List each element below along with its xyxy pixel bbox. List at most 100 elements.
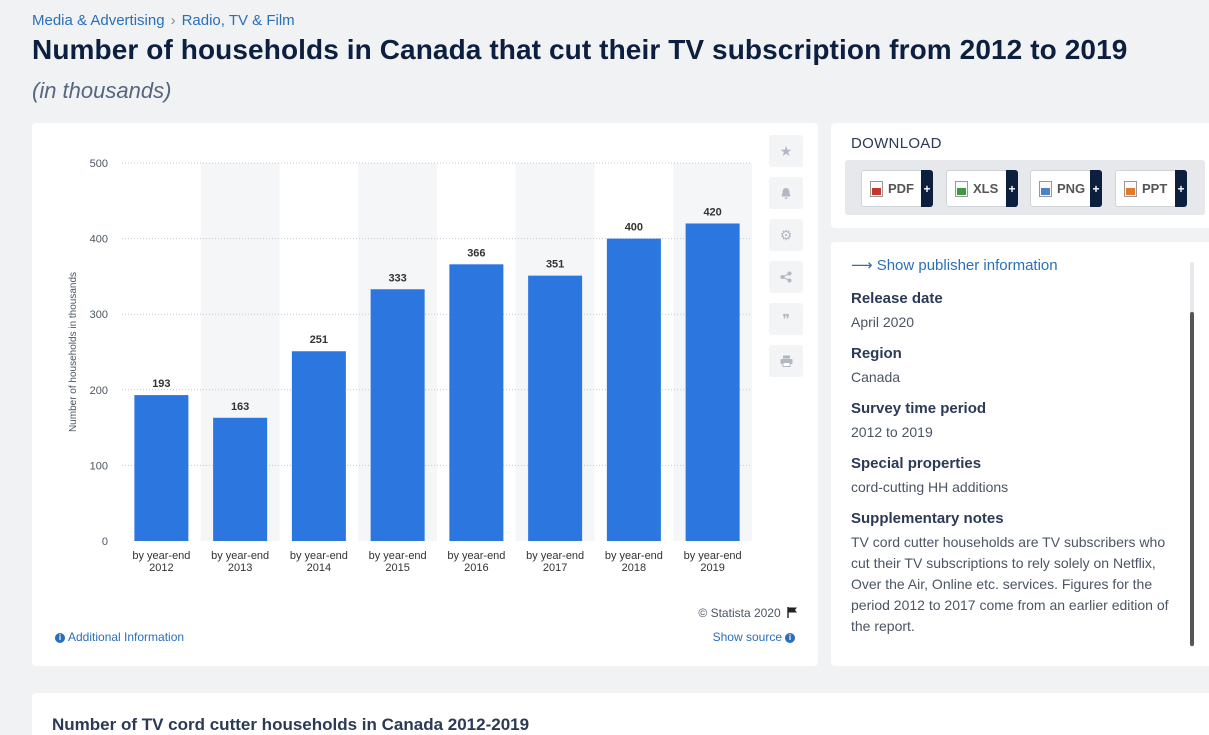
region-label: Region <box>851 345 902 362</box>
png-label: PNG <box>1057 181 1086 196</box>
supplementary-notes-block: Supplementary notes TV cord cutter house… <box>851 510 1181 637</box>
supplementary-notes-value: TV cord cutter households are TV subscri… <box>851 534 1169 634</box>
info-icon: i <box>55 632 65 643</box>
x-tick-label: by year-end <box>211 550 269 562</box>
download-bar: PDF + XLS + PNG + PPT + <box>845 160 1205 215</box>
download-png-button[interactable]: PNG + <box>1030 170 1102 207</box>
x-tick-label: by year-end <box>369 550 427 562</box>
chart-card: 0 100 200 300 400 500 Number of households in … <box>32 123 818 666</box>
x-tick-label: by year-end <box>132 550 190 562</box>
breadcrumb-separator: › <box>170 12 176 29</box>
y-tick-label: 300 <box>90 309 108 321</box>
plus-icon: + <box>1175 170 1187 207</box>
breadcrumb: Media & Advertising › Radio, TV & Film <box>32 12 295 29</box>
x-tick-label: 2016 <box>464 562 488 574</box>
additional-info-link[interactable]: i Additional Information <box>52 630 184 644</box>
x-tick-label: by year-end <box>684 550 742 562</box>
copyright-text: © Statista 2020 <box>698 606 798 620</box>
y-tick-label: 500 <box>90 158 108 170</box>
download-pdf-button[interactable]: PDF + <box>861 170 933 207</box>
quote-icon[interactable]: ❞ <box>769 303 803 335</box>
gear-icon[interactable]: ⚙ <box>769 219 803 251</box>
data-label: 351 <box>546 259 564 271</box>
x-tick-label: 2014 <box>307 562 331 574</box>
y-tick-label: 0 <box>102 536 108 548</box>
bell-icon[interactable] <box>769 177 803 209</box>
x-tick-label: 2015 <box>385 562 409 574</box>
print-icon[interactable] <box>769 345 803 377</box>
chart-toolbar: ★ ⚙ ❞ <box>769 135 803 387</box>
plus-icon: + <box>921 170 933 207</box>
data-label: 193 <box>152 378 170 390</box>
bar <box>606 238 661 541</box>
data-label: 420 <box>703 206 721 218</box>
data-label: 251 <box>310 334 328 346</box>
breadcrumb-media-link[interactable]: Media & Advertising <box>32 12 165 29</box>
arrow-right-icon: ⟶ <box>851 257 873 274</box>
info-icon: i <box>785 632 795 643</box>
plus-icon: + <box>1090 170 1102 207</box>
download-title: DOWNLOAD <box>851 135 942 152</box>
release-date-value: April 2020 <box>851 314 915 330</box>
show-source-link[interactable]: Show source i <box>713 630 798 644</box>
x-tick-label: by year-end <box>605 550 663 562</box>
related-statistic-title[interactable]: Number of TV cord cutter households in C… <box>52 715 530 734</box>
survey-period-label: Survey time period <box>851 400 987 417</box>
special-properties-block: Special properties cord-cutting HH addit… <box>851 455 1181 498</box>
xls-file-icon <box>955 180 968 197</box>
plus-icon: + <box>1006 170 1018 207</box>
release-date-block: Release date April 2020 <box>851 290 1181 333</box>
page-title: Number of households in Canada that cut … <box>32 34 1128 65</box>
scrollbar-thumb[interactable] <box>1190 312 1194 646</box>
survey-period-block: Survey time period 2012 to 2019 <box>851 400 1181 443</box>
share-icon[interactable] <box>769 261 803 293</box>
statistic-info-card: ⟶ Show publisher information Release dat… <box>831 242 1209 666</box>
flag-icon[interactable] <box>787 607 798 618</box>
data-label: 400 <box>625 222 643 234</box>
ppt-label: PPT <box>1142 181 1168 196</box>
pdf-label: PDF <box>888 181 914 196</box>
bar <box>685 223 740 541</box>
bar <box>370 289 425 541</box>
x-tick-label: by year-end <box>290 550 348 562</box>
release-date-label: Release date <box>851 290 943 307</box>
x-tick-label: 2012 <box>149 562 173 574</box>
data-label: 333 <box>388 272 406 284</box>
star-icon[interactable]: ★ <box>769 135 803 167</box>
bar <box>449 264 504 541</box>
region-block: Region Canada <box>851 345 1181 388</box>
y-axis-label: Number of households in thousands <box>68 272 79 432</box>
x-tick-label: 2013 <box>228 562 252 574</box>
y-tick-label: 200 <box>90 385 108 397</box>
bar-chart: 0 100 200 300 400 500 Number of households in … <box>68 158 752 574</box>
y-tick-label: 100 <box>90 460 108 472</box>
related-statistic-card: Number of TV cord cutter households in C… <box>32 693 1209 735</box>
x-tick-label: by year-end <box>447 550 505 562</box>
survey-period-value: 2012 to 2019 <box>851 424 933 440</box>
download-xls-button[interactable]: XLS + <box>946 170 1018 207</box>
bar <box>134 395 189 541</box>
region-value: Canada <box>851 369 901 385</box>
pdf-file-icon <box>870 180 883 197</box>
supplementary-notes-label: Supplementary notes <box>851 510 1004 527</box>
special-properties-value: cord-cutting HH additions <box>851 479 1009 495</box>
additional-info-label: Additional Information <box>68 630 185 644</box>
xls-label: XLS <box>973 181 999 196</box>
bar <box>291 351 346 541</box>
y-tick-label: 400 <box>90 234 108 246</box>
show-publisher-link[interactable]: ⟶ Show publisher information <box>851 256 1058 274</box>
publisher-link-label: Show publisher information <box>876 257 1058 274</box>
data-label: 163 <box>231 401 249 413</box>
copyright-label: © Statista 2020 <box>698 606 781 620</box>
breadcrumb-radio-link[interactable]: Radio, TV & Film <box>181 12 295 29</box>
bar <box>213 417 268 541</box>
x-tick-label: 2017 <box>543 562 567 574</box>
x-tick-label: by year-end <box>526 550 584 562</box>
download-ppt-button[interactable]: PPT + <box>1115 170 1187 207</box>
download-card: DOWNLOAD PDF + XLS + PNG + PPT + <box>831 123 1209 228</box>
data-label: 366 <box>467 247 485 259</box>
ppt-file-icon <box>1124 180 1137 197</box>
png-file-icon <box>1039 180 1052 197</box>
bar <box>528 275 583 541</box>
show-source-label: Show source <box>712 630 782 644</box>
